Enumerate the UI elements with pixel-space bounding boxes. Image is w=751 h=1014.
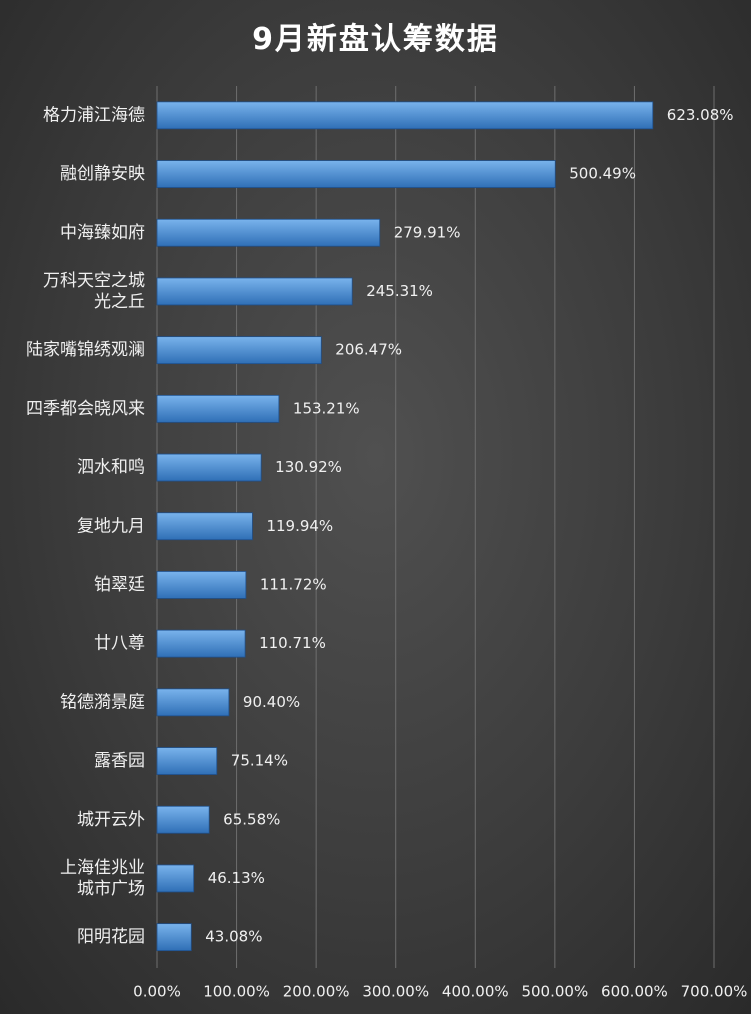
bar bbox=[156, 805, 210, 834]
value-label: 130.92% bbox=[275, 458, 342, 476]
bar bbox=[156, 336, 322, 365]
category-label: 城开云外 bbox=[77, 810, 145, 830]
category-label-line: 光之丘 bbox=[94, 292, 145, 312]
value-label: 119.94% bbox=[266, 517, 333, 535]
bar bbox=[156, 629, 246, 658]
value-label: 153.21% bbox=[293, 399, 360, 417]
category-label-line: 四季都会晓风来 bbox=[26, 399, 145, 419]
value-label: 206.47% bbox=[335, 341, 402, 359]
value-label: 110.71% bbox=[259, 634, 326, 652]
value-label: 500.49% bbox=[569, 165, 636, 183]
category-label-line: 铂翠廷 bbox=[94, 575, 145, 595]
value-label: 623.08% bbox=[667, 106, 734, 124]
category-label-line: 城市广场 bbox=[77, 879, 145, 899]
value-label: 279.91% bbox=[394, 223, 461, 241]
category-label: 复地九月 bbox=[77, 516, 145, 536]
value-label: 43.08% bbox=[205, 928, 262, 946]
category-label-line: 万科天空之城 bbox=[43, 271, 145, 291]
bar bbox=[156, 747, 218, 775]
x-tick-label: 500.00% bbox=[521, 983, 588, 1001]
value-label: 75.14% bbox=[231, 752, 288, 770]
bar bbox=[156, 864, 195, 893]
category-label: 上海佳兆业城市广场 bbox=[60, 858, 145, 899]
value-label: 245.31% bbox=[366, 282, 433, 300]
bar bbox=[156, 571, 247, 599]
chart-title: 9月新盘认筹数据 bbox=[252, 22, 499, 57]
category-label: 阳明花园 bbox=[77, 927, 145, 947]
bar bbox=[156, 923, 192, 952]
category-label: 中海臻如府 bbox=[60, 223, 145, 243]
x-tick-label: 700.00% bbox=[681, 983, 748, 1001]
category-label-line: 复地九月 bbox=[77, 516, 145, 536]
category-label: 廿八尊 bbox=[94, 634, 145, 654]
category-label: 融创静安映 bbox=[60, 164, 145, 184]
bars bbox=[156, 101, 654, 952]
bar bbox=[156, 101, 654, 130]
category-label: 格力浦江海德 bbox=[43, 105, 145, 125]
category-label-line: 泗水和鸣 bbox=[77, 458, 145, 478]
x-tick-label: 0.00% bbox=[133, 983, 181, 1001]
category-label: 四季都会晓风来 bbox=[26, 399, 145, 419]
category-label: 万科天空之城光之丘 bbox=[43, 271, 145, 312]
value-label: 90.40% bbox=[243, 693, 300, 711]
category-label-line: 廿八尊 bbox=[94, 634, 145, 654]
x-tick-label: 300.00% bbox=[362, 983, 429, 1001]
category-label-line: 融创静安映 bbox=[60, 164, 145, 184]
category-label-line: 上海佳兆业 bbox=[60, 858, 145, 878]
category-label: 露香园 bbox=[94, 751, 145, 771]
bar bbox=[156, 160, 556, 188]
category-label: 铂翠廷 bbox=[94, 575, 145, 595]
category-label-line: 城开云外 bbox=[77, 810, 145, 830]
bar bbox=[156, 688, 230, 717]
x-tick-label: 200.00% bbox=[283, 983, 350, 1001]
value-label: 46.13% bbox=[208, 869, 265, 887]
value-labels: 623.08% 500.49% 279.91% 245.31% 206.47% 153.2… bbox=[205, 106, 733, 946]
value-label: 111.72% bbox=[260, 575, 327, 593]
value-label: 65.58% bbox=[223, 810, 280, 828]
category-label-line: 阳明花园 bbox=[77, 927, 145, 947]
category-label: 铭德漪景庭 bbox=[60, 692, 145, 712]
x-axis-tick-labels: 0.00% 100.00% 200.00% 300.00% 400.00% 500.00%… bbox=[133, 983, 747, 1001]
category-label-line: 露香园 bbox=[94, 751, 145, 771]
x-tick-label: 400.00% bbox=[442, 983, 509, 1001]
category-label-line: 铭德漪景庭 bbox=[60, 692, 145, 712]
x-tick-label: 600.00% bbox=[601, 983, 668, 1001]
category-label: 陆家嘴锦绣观澜 bbox=[26, 340, 145, 360]
bar bbox=[156, 512, 253, 541]
category-label-line: 中海臻如府 bbox=[60, 223, 145, 243]
bar bbox=[156, 277, 353, 306]
bar bbox=[156, 394, 280, 423]
category-label-line: 格力浦江海德 bbox=[43, 105, 145, 125]
x-tick-label: 100.00% bbox=[203, 983, 270, 1001]
category-label: 泗水和鸣 bbox=[77, 458, 145, 478]
category-label-line: 陆家嘴锦绣观澜 bbox=[26, 340, 145, 360]
category-labels: 格力浦江海德融创静安映中海臻如府万科天空之城光之丘陆家嘴锦绣观澜四季都会晓风来泗… bbox=[26, 105, 145, 947]
bar bbox=[156, 453, 262, 482]
bar bbox=[156, 218, 381, 247]
